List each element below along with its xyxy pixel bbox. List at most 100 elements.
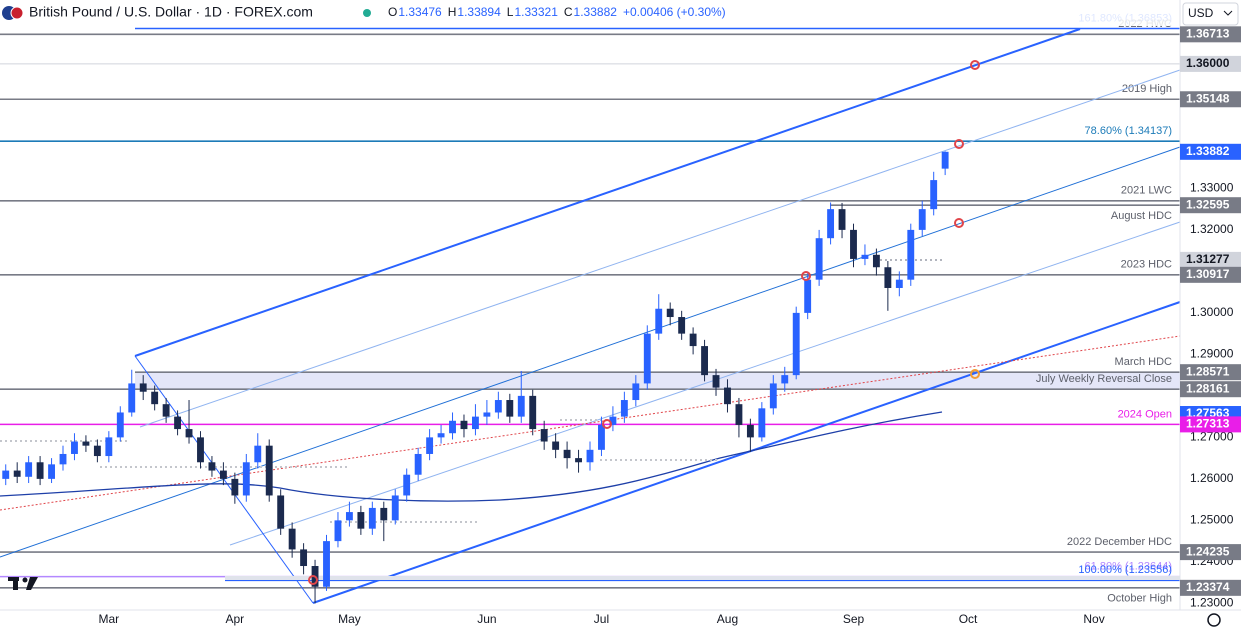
settings-icon[interactable] xyxy=(1207,613,1221,627)
y-tick-label: 1.26000 xyxy=(1190,471,1234,485)
currency-box[interactable] xyxy=(1182,2,1239,26)
marker xyxy=(308,575,318,585)
price-tag xyxy=(1180,381,1241,398)
price-tag xyxy=(1180,544,1241,561)
candle-body xyxy=(632,383,640,401)
candle-body xyxy=(804,279,812,313)
candle-body xyxy=(494,400,502,413)
candle-body xyxy=(36,462,44,479)
x-tick-label: May xyxy=(338,612,361,626)
price-tag-label: 1.23374 xyxy=(1186,580,1230,594)
candle-body xyxy=(724,387,731,405)
candle-body xyxy=(391,495,399,521)
y-tick-label: 1.33000 xyxy=(1190,181,1234,195)
price-tag xyxy=(1180,266,1241,283)
logo xyxy=(8,577,38,590)
x-tick-label: Mar xyxy=(98,612,119,626)
candle-body xyxy=(242,462,250,496)
price-tag-label: 1.36713 xyxy=(1186,26,1230,40)
candle-body xyxy=(895,279,903,288)
ohlc-value: 1.33882 xyxy=(574,5,618,19)
candle-body xyxy=(2,470,10,479)
candle-body xyxy=(449,420,456,434)
status-dot xyxy=(363,9,371,17)
candle-body xyxy=(414,453,422,475)
candle-body xyxy=(197,437,204,463)
candle-body xyxy=(185,429,193,438)
level-label: 2024 Open xyxy=(1118,408,1172,420)
y-tick-label: 1.32000 xyxy=(1190,222,1234,236)
candle-body xyxy=(918,209,926,230)
candle-body xyxy=(598,424,605,450)
channel-quarter xyxy=(139,69,1181,428)
candle-body xyxy=(552,441,560,450)
channel-upper xyxy=(134,28,1081,357)
price-tag xyxy=(1180,143,1241,160)
candle-body xyxy=(368,507,376,529)
moving-average xyxy=(0,411,943,502)
level-label: 2022 December HDC xyxy=(1067,536,1172,548)
candle-body xyxy=(208,462,216,471)
currency[interactable]: USD xyxy=(1188,6,1214,20)
x-tick-label: Jul xyxy=(594,612,609,626)
price-tag xyxy=(1180,55,1241,72)
candle-body xyxy=(506,400,514,417)
candle-body xyxy=(151,391,159,405)
dropdown-icon[interactable] xyxy=(1223,10,1233,16)
candle-body xyxy=(643,333,651,384)
level-label: March HDC xyxy=(1115,356,1173,368)
y-tick-label: 1.25000 xyxy=(1190,513,1234,527)
level-label: 2019 High xyxy=(1122,83,1172,95)
price-tag-label: 1.31277 xyxy=(1186,252,1230,266)
candle-body xyxy=(288,528,296,550)
candle-body xyxy=(586,449,594,463)
candle-body xyxy=(472,416,479,430)
candle-body xyxy=(139,383,147,392)
candle-body xyxy=(82,441,90,446)
candles xyxy=(2,151,949,604)
candle-body xyxy=(609,416,617,425)
candle-body xyxy=(300,549,308,567)
candle-body xyxy=(746,424,754,438)
candle-body xyxy=(403,474,411,496)
candle-body xyxy=(517,395,525,417)
y-tick-label: 1.23000 xyxy=(1190,596,1234,610)
level-label: 61.80% (1.23644) xyxy=(1085,561,1172,573)
candle-body xyxy=(689,333,697,347)
price-tag-label: 1.27313 xyxy=(1186,417,1230,431)
y-tick-label: 1.30000 xyxy=(1190,305,1234,319)
zone-layer xyxy=(135,372,1180,390)
zone xyxy=(135,372,1180,390)
y-tick-label: 1.27000 xyxy=(1190,430,1234,444)
candle-body xyxy=(162,404,170,417)
candle-body xyxy=(437,433,445,438)
ohlc-legend: O 1.33476 H 1.33894 L 1.33321 C 1.33882 +0.00406… xyxy=(388,5,726,19)
candle-body xyxy=(941,151,949,169)
candle-body xyxy=(781,375,789,384)
candle-body xyxy=(769,383,777,409)
candle-body xyxy=(219,470,227,479)
level-label: July Weekly Reversal Close xyxy=(1036,373,1172,385)
candle-body xyxy=(48,464,55,479)
candle-body xyxy=(529,395,537,430)
candle-body xyxy=(678,317,686,334)
price-tag-label: 1.28571 xyxy=(1186,364,1230,378)
trend-dotted xyxy=(0,335,1181,511)
candle-body xyxy=(872,254,880,268)
header-bg xyxy=(0,0,1176,26)
candle-body xyxy=(323,541,330,587)
candle-body xyxy=(265,445,273,496)
price-tag xyxy=(1180,364,1241,381)
candle-body xyxy=(25,462,33,477)
ohlc-value: 1.33321 xyxy=(514,5,558,19)
price-tag xyxy=(1180,91,1241,108)
logo-part xyxy=(22,577,28,583)
candle-body xyxy=(105,437,113,457)
candle-body xyxy=(712,375,720,388)
header: British Pound / U.S. Dollar · 1D · FOREX… xyxy=(0,0,1239,26)
candle-body xyxy=(483,412,491,417)
candle-body xyxy=(861,254,869,259)
price-tag xyxy=(1180,26,1241,43)
marker xyxy=(970,60,980,70)
candle-body xyxy=(907,229,915,280)
